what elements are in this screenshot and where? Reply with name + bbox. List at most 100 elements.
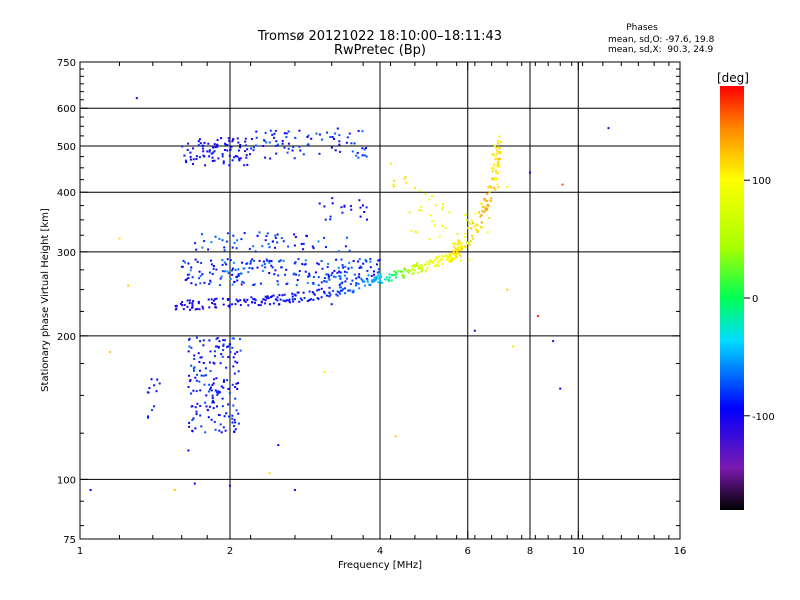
data-point — [269, 157, 272, 160]
data-point — [331, 136, 334, 138]
data-point — [213, 150, 216, 153]
data-point — [302, 153, 305, 156]
data-point — [190, 282, 193, 285]
data-point — [480, 221, 483, 224]
data-point — [263, 260, 265, 263]
data-point — [268, 246, 271, 249]
data-point — [189, 151, 192, 154]
data-point — [488, 190, 491, 193]
data-point — [249, 153, 251, 156]
data-point — [193, 369, 195, 372]
data-point — [308, 290, 311, 293]
data-point — [201, 246, 204, 249]
data-point — [447, 255, 450, 258]
data-point — [202, 374, 205, 377]
colorbar — [720, 86, 744, 510]
data-point — [231, 417, 234, 420]
data-point — [446, 258, 449, 261]
data-point — [223, 415, 226, 418]
data-point — [490, 186, 493, 189]
data-point — [512, 345, 515, 348]
data-point — [496, 171, 499, 174]
data-point — [283, 132, 286, 135]
data-point — [325, 294, 328, 297]
data-point — [233, 281, 236, 283]
data-point — [424, 263, 427, 266]
data-point — [234, 352, 237, 355]
data-point — [208, 361, 211, 364]
data-point — [341, 264, 344, 267]
data-point — [203, 281, 206, 284]
data-point — [191, 429, 194, 432]
data-point — [236, 361, 239, 364]
data-point — [377, 277, 380, 280]
data-point — [228, 298, 230, 301]
data-point — [490, 167, 493, 170]
data-point — [317, 263, 320, 266]
data-point — [193, 354, 196, 357]
data-point — [213, 378, 216, 381]
data-point — [349, 205, 352, 208]
data-point — [490, 200, 492, 203]
data-point — [214, 428, 217, 431]
data-point — [306, 136, 309, 138]
data-point — [209, 370, 212, 372]
data-point — [406, 270, 409, 273]
data-point — [323, 280, 326, 283]
data-point — [495, 153, 498, 156]
data-point — [281, 139, 284, 142]
data-point — [235, 247, 238, 250]
data-point — [193, 358, 196, 360]
data-point — [207, 298, 210, 301]
data-point — [215, 268, 218, 271]
data-point — [345, 236, 348, 239]
data-point — [275, 140, 278, 143]
x-tick-label: 6 — [465, 546, 471, 557]
data-point — [189, 299, 191, 302]
data-point — [226, 232, 229, 235]
data-point — [252, 298, 255, 301]
data-point — [250, 296, 253, 299]
data-point — [420, 270, 423, 273]
data-point — [467, 227, 470, 230]
data-point — [497, 151, 499, 154]
data-point — [217, 157, 220, 160]
data-point — [493, 163, 496, 166]
data-point — [407, 269, 410, 271]
data-point — [323, 292, 326, 295]
data-point — [211, 401, 214, 404]
y-tick-label: 400 — [57, 188, 76, 199]
data-point — [418, 267, 421, 270]
data-point — [440, 255, 443, 258]
data-point — [264, 239, 267, 242]
data-point — [277, 444, 280, 447]
data-point — [269, 296, 272, 298]
data-point — [401, 270, 404, 273]
data-point — [192, 389, 195, 392]
data-point — [236, 351, 239, 353]
data-point — [264, 156, 267, 159]
data-point — [458, 249, 461, 252]
data-point — [497, 142, 500, 145]
data-point — [408, 211, 411, 214]
data-point — [456, 252, 459, 254]
data-point — [495, 177, 498, 180]
data-point — [188, 374, 190, 377]
data-point — [181, 304, 184, 307]
data-point — [226, 346, 229, 348]
data-point — [339, 150, 342, 153]
data-point — [377, 281, 380, 284]
data-point — [487, 186, 490, 189]
data-point — [469, 240, 472, 243]
data-point — [253, 283, 256, 286]
data-point — [217, 346, 220, 348]
data-point — [459, 255, 462, 258]
data-point — [480, 202, 483, 205]
data-point — [213, 143, 216, 146]
data-point — [231, 273, 234, 276]
data-point — [239, 146, 242, 149]
data-point — [202, 344, 205, 347]
data-point — [379, 273, 382, 276]
data-point — [441, 224, 443, 227]
data-point — [340, 206, 343, 209]
